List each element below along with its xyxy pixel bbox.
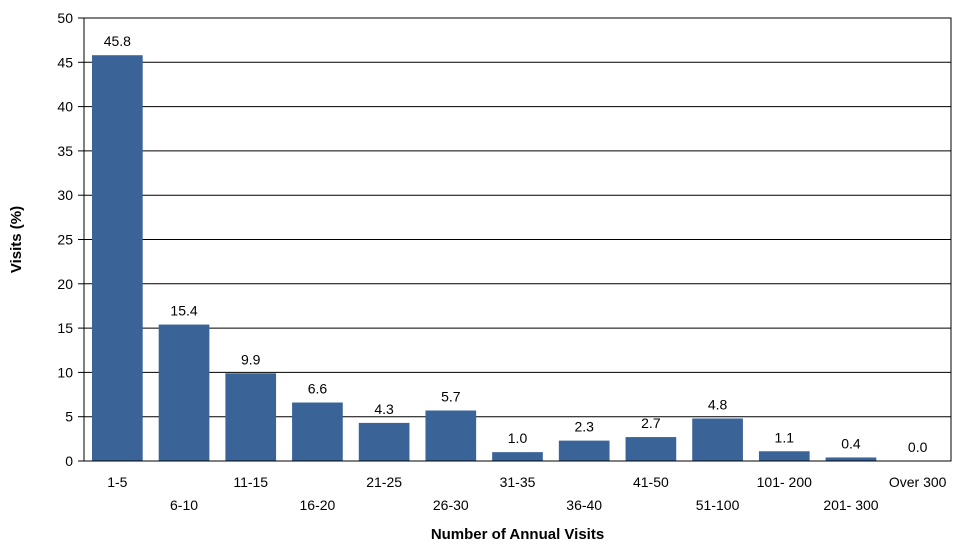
data-label: 6.6 xyxy=(308,381,328,397)
x-axis-title: Number of Annual Visits xyxy=(431,526,604,543)
bars xyxy=(92,55,877,461)
y-tick-label: 30 xyxy=(57,187,73,203)
y-tick-label: 40 xyxy=(57,99,73,115)
bar xyxy=(425,410,477,461)
bar xyxy=(358,422,410,461)
data-label: 1.0 xyxy=(508,430,528,446)
x-tick-label: 11-15 xyxy=(233,474,268,490)
x-tick-label: 101- 200 xyxy=(757,474,812,490)
data-label: 0.4 xyxy=(841,435,861,451)
category-labels: 1-5 6-10 11-15 16-20 21-25 26-30 31-35 36-40 41-… xyxy=(107,474,946,513)
x-tick-label: 31-35 xyxy=(500,474,536,490)
x-tick-label: 36-40 xyxy=(566,497,602,513)
x-tick-label: Over 300 xyxy=(889,474,947,490)
plot-frame xyxy=(83,17,952,462)
y-tick-label: 35 xyxy=(57,143,73,159)
data-label: 9.9 xyxy=(241,351,261,367)
y-tick-label: 15 xyxy=(57,320,73,336)
x-tick-label: 6-10 xyxy=(170,497,198,513)
bar xyxy=(292,402,343,461)
x-tick-label: 26-30 xyxy=(433,497,469,513)
bar xyxy=(225,373,277,461)
bar xyxy=(825,457,877,461)
y-tick-label: 45 xyxy=(57,54,73,70)
data-label: 4.3 xyxy=(374,401,394,417)
data-label: 2.7 xyxy=(641,415,661,431)
bar xyxy=(758,451,810,461)
x-tick-label: 201- 300 xyxy=(823,497,878,513)
x-tick-label: 16-20 xyxy=(300,497,336,513)
bar xyxy=(92,55,143,461)
bar xyxy=(692,418,743,461)
y-tick-label: 10 xyxy=(57,364,73,380)
data-label: 45.8 xyxy=(104,33,131,49)
y-tick-label: 25 xyxy=(57,232,73,248)
data-label: 2.3 xyxy=(574,419,594,435)
y-tick-label: 5 xyxy=(65,409,73,425)
x-tick-label: 41-50 xyxy=(633,474,669,490)
y-tick-label: 0 xyxy=(65,453,73,469)
x-tick-label: 1-5 xyxy=(107,474,127,490)
data-labels: 45.8 15.4 9.9 6.6 4.3 5.7 1.0 2.3 2.7 4.8 1.1 0.4 0.… xyxy=(104,33,928,455)
data-label: 0.0 xyxy=(908,439,928,455)
y-tick-labels: 0 5 10 15 20 25 30 35 40 45 50 xyxy=(57,10,73,469)
bar xyxy=(558,440,610,461)
bar xyxy=(625,437,677,461)
y-tick-label: 50 xyxy=(57,10,73,26)
data-label: 1.1 xyxy=(775,429,795,445)
data-label: 4.8 xyxy=(708,396,728,412)
x-tick-label: 21-25 xyxy=(366,474,402,490)
bar xyxy=(492,452,543,461)
bar xyxy=(158,324,210,461)
data-label: 15.4 xyxy=(170,303,197,319)
y-axis-title: Visits (%) xyxy=(8,206,25,273)
x-tick-label: 51-100 xyxy=(696,497,740,513)
data-label: 5.7 xyxy=(441,388,461,404)
y-tick-label: 20 xyxy=(57,276,73,292)
